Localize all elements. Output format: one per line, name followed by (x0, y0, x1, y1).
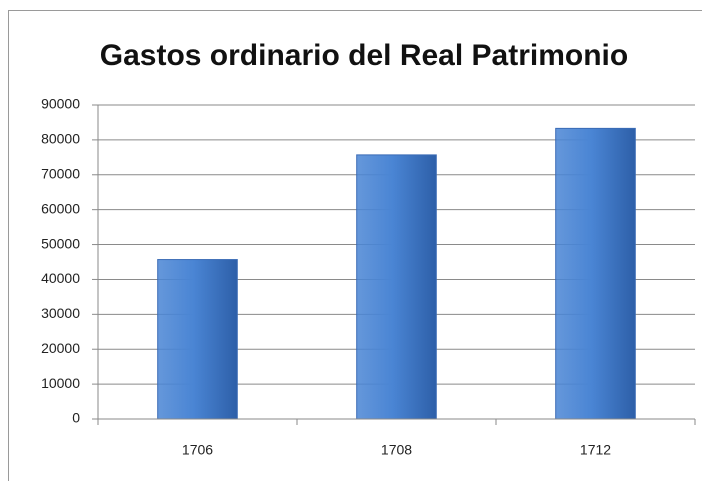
chart-border (8, 10, 702, 481)
y-tick-label: 90000 (41, 96, 80, 112)
bar (356, 154, 437, 420)
bar (555, 127, 636, 420)
y-tick-label: 40000 (41, 270, 80, 286)
y-tick-label: 10000 (41, 375, 80, 391)
bar (157, 259, 238, 420)
x-tick-label: 1712 (580, 442, 611, 458)
y-tick-label: 60000 (41, 200, 80, 216)
y-tick-label: 70000 (41, 165, 80, 181)
chart-title: Gastos ordinario del Real Patrimonio (100, 39, 628, 72)
x-tick-label: 1706 (182, 442, 213, 458)
y-tick-label: 80000 (41, 131, 80, 147)
y-tick-label: 50000 (41, 235, 80, 251)
y-tick-label: 0 (72, 410, 80, 426)
y-tick-label: 30000 (41, 305, 80, 321)
x-tick-label: 1708 (381, 442, 412, 458)
y-tick-label: 20000 (41, 340, 80, 356)
